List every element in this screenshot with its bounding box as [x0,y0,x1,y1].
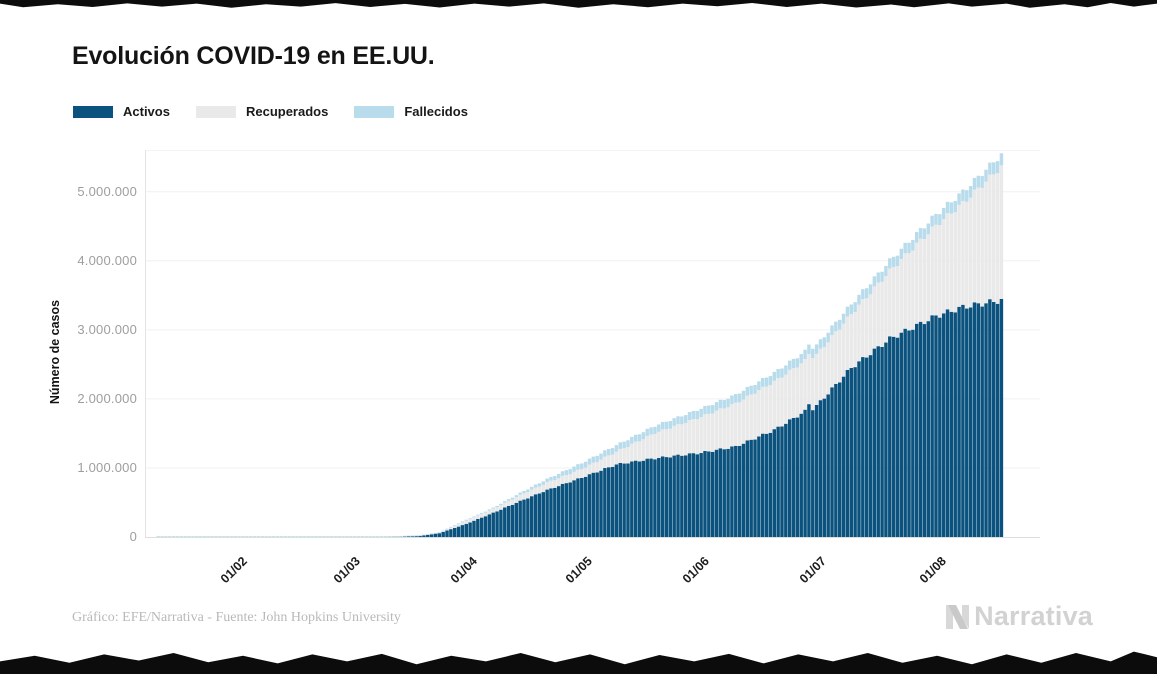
y-axis-tick-label: 0 [129,529,137,544]
y-axis-title: Número de casos [48,299,62,405]
legend-swatch-fallecidos [354,105,395,118]
legend-item-recuperados[interactable]: Recuperados [195,104,329,119]
y-axis-tick-label: 4.000.000 [77,253,137,268]
y-axis-tick-label: 1.000.000 [77,460,137,475]
legend-label-activos: Activos [123,104,170,119]
torn-edge-top [0,0,1157,8]
legend-item-activos[interactable]: Activos [73,104,170,119]
legend-label-recuperados: Recuperados [245,104,329,119]
y-axis-tick-label: 5.000.000 [77,184,137,199]
narrativa-logo-icon [946,604,970,629]
legend-swatch-activos [73,105,113,118]
legend-label-fallecidos: Fallecidos [404,104,468,119]
legend-item-fallecidos[interactable]: Fallecidos [354,104,468,119]
narrativa-logo-text: Narrativa [974,601,1093,631]
chart-title: Evolución COVID-19 en EE.UU. [72,42,435,70]
y-axis-tick-label: 2.000.000 [77,391,137,406]
legend: Activos Recuperados Fallecidos [73,104,468,119]
y-axis-tick-label: 3.000.000 [77,322,137,337]
legend-swatch-recuperados [195,105,236,118]
narrativa-logo: Narrativa [945,601,1093,632]
attribution-text: Gráfico: EFE/Narrativa - Fuente: John Ho… [72,610,401,625]
